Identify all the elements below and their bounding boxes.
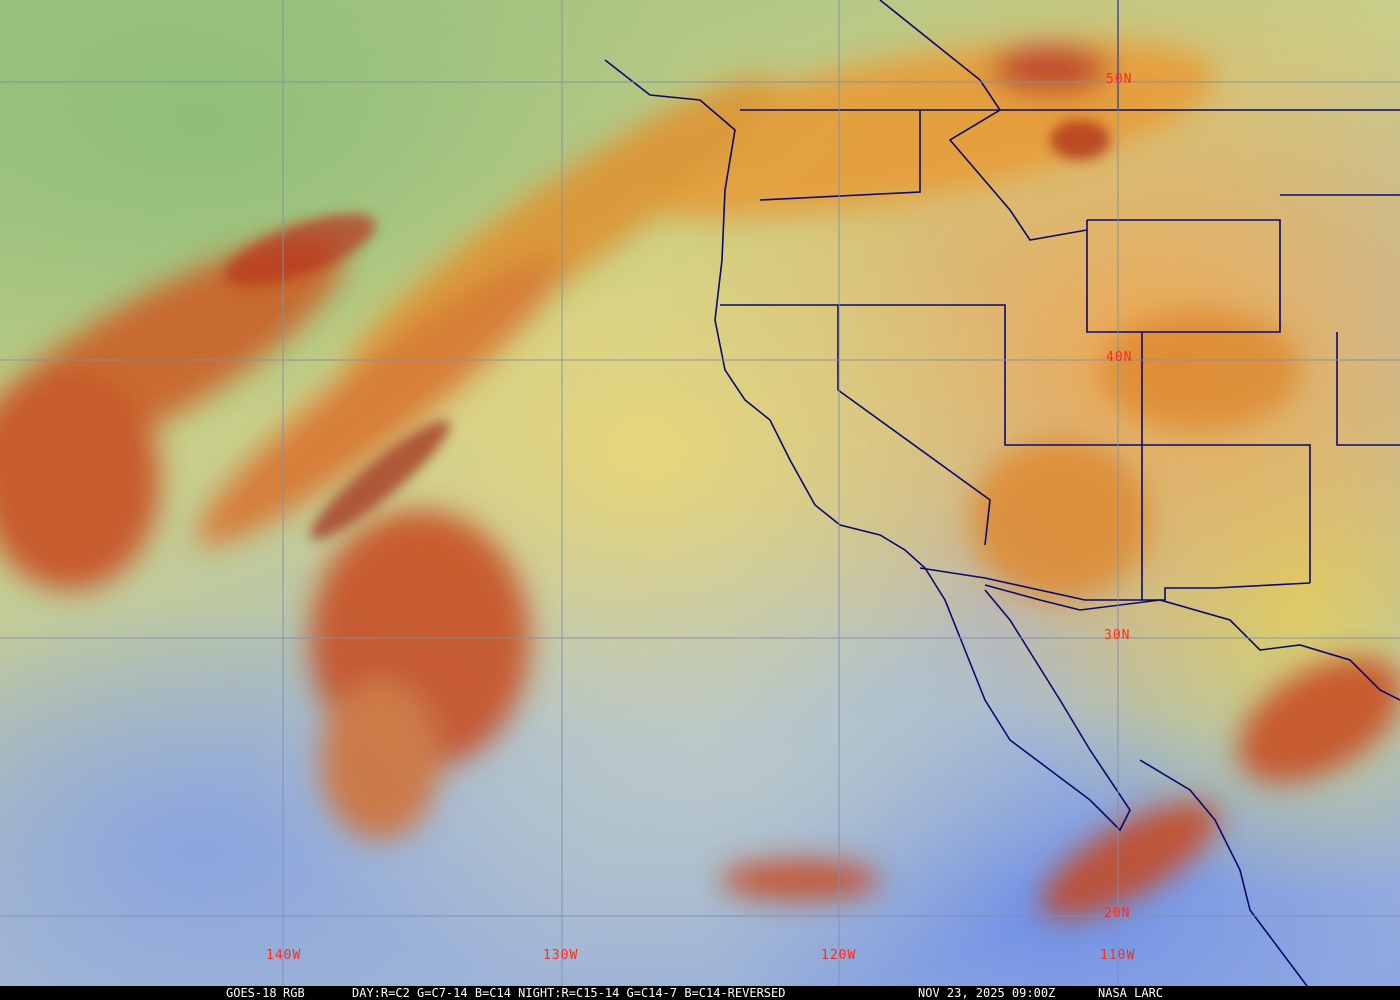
state-borders [837, 305, 991, 546]
state-borders [759, 110, 921, 201]
state-borders [720, 304, 1311, 583]
us-mexico-border [919, 567, 1311, 601]
caption-recipe: DAY:R=C2 G=C7-14 B=C14 NIGHT:R=C15-14 G=… [352, 986, 786, 1000]
lat-label-20n: 20N [1104, 906, 1131, 921]
lon-label-130w: 130W [543, 948, 579, 963]
coastline-west-mexico [1139, 759, 1311, 991]
lon-label-110w: 110W [1100, 948, 1136, 963]
lat-label-50n: 50N [1106, 72, 1133, 87]
lon-label-120w: 120W [821, 948, 857, 963]
coastline [604, 59, 1131, 832]
image-caption-bar: GOES-18 RGB DAY:R=C2 G=C7-14 B=C14 NIGHT… [0, 986, 1400, 1000]
state-borders [1086, 219, 1281, 333]
state-borders [879, 0, 1088, 241]
lat-label-30n: 30N [1104, 628, 1131, 643]
caption-product: RGB [283, 986, 305, 1000]
coastline-mainland-mexico [984, 584, 1400, 701]
caption-satellite: GOES-18 [226, 986, 277, 1000]
state-borders [1336, 332, 1400, 446]
lon-label-140w: 140W [266, 948, 302, 963]
caption-credit: NASA LARC [1098, 986, 1164, 1000]
caption-timestamp: NOV 23, 2025 09:00Z [918, 986, 1056, 1000]
lat-label-40n: 40N [1106, 350, 1133, 365]
